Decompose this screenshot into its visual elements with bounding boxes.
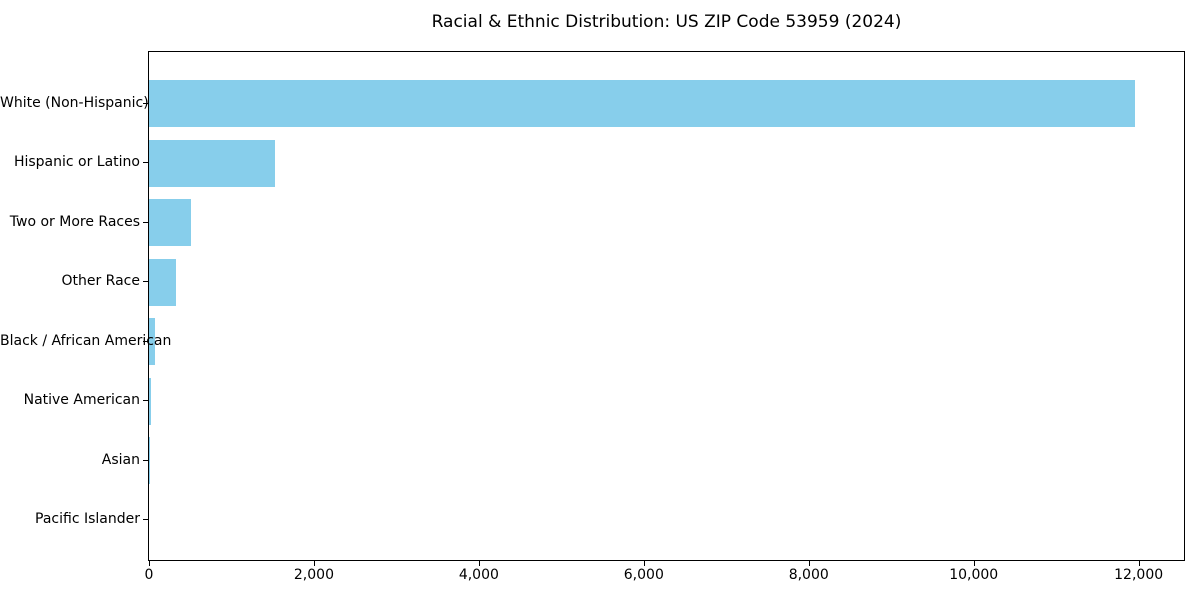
y-tick-mark [143, 162, 148, 164]
category-label: Pacific Islander [35, 511, 140, 528]
bar-black-african-american [149, 318, 156, 366]
x-tick-label: 4,000 [458, 567, 499, 583]
category-label: Black / African American [0, 332, 172, 349]
x-tick-mark [313, 561, 315, 566]
y-tick-mark [143, 221, 148, 223]
bar-asian [149, 437, 151, 485]
category-label: Asian [101, 451, 140, 468]
plot-area [148, 51, 1185, 561]
category-label: Two or More Races [9, 213, 140, 230]
bar-hispanic-or-latino [149, 139, 275, 187]
x-tick-label: 12,000 [1114, 567, 1164, 583]
y-tick-mark [143, 519, 148, 521]
y-tick-mark [143, 459, 148, 461]
chart-title: Racial & Ethnic Distribution: US ZIP Cod… [431, 12, 902, 32]
x-tick-mark [973, 561, 975, 566]
x-tick-mark [149, 561, 150, 566]
category-label: White (Non-Hispanic) [0, 94, 149, 111]
x-tick-label: 10,000 [949, 567, 999, 583]
x-tick-mark [1138, 561, 1140, 566]
category-label: Native American [23, 392, 140, 409]
bar-white-non-hispanic [149, 80, 1135, 128]
bar-native-american [149, 377, 151, 425]
y-tick-mark [143, 281, 148, 283]
bar-other-race [149, 258, 176, 306]
x-tick-mark [808, 561, 810, 566]
x-tick-label: 0 [144, 567, 154, 583]
category-label: Other Race [61, 273, 140, 290]
x-tick-label: 8,000 [788, 567, 829, 583]
x-tick-label: 6,000 [623, 567, 664, 583]
y-tick-mark [143, 400, 148, 402]
y-tick-mark [143, 102, 148, 104]
category-label: Hispanic or Latino [13, 154, 140, 171]
bar-two-or-more-races [149, 199, 192, 247]
x-tick-label: 2,000 [293, 567, 334, 583]
x-tick-mark [478, 561, 480, 566]
x-tick-mark [643, 561, 645, 566]
y-tick-mark [143, 340, 148, 342]
